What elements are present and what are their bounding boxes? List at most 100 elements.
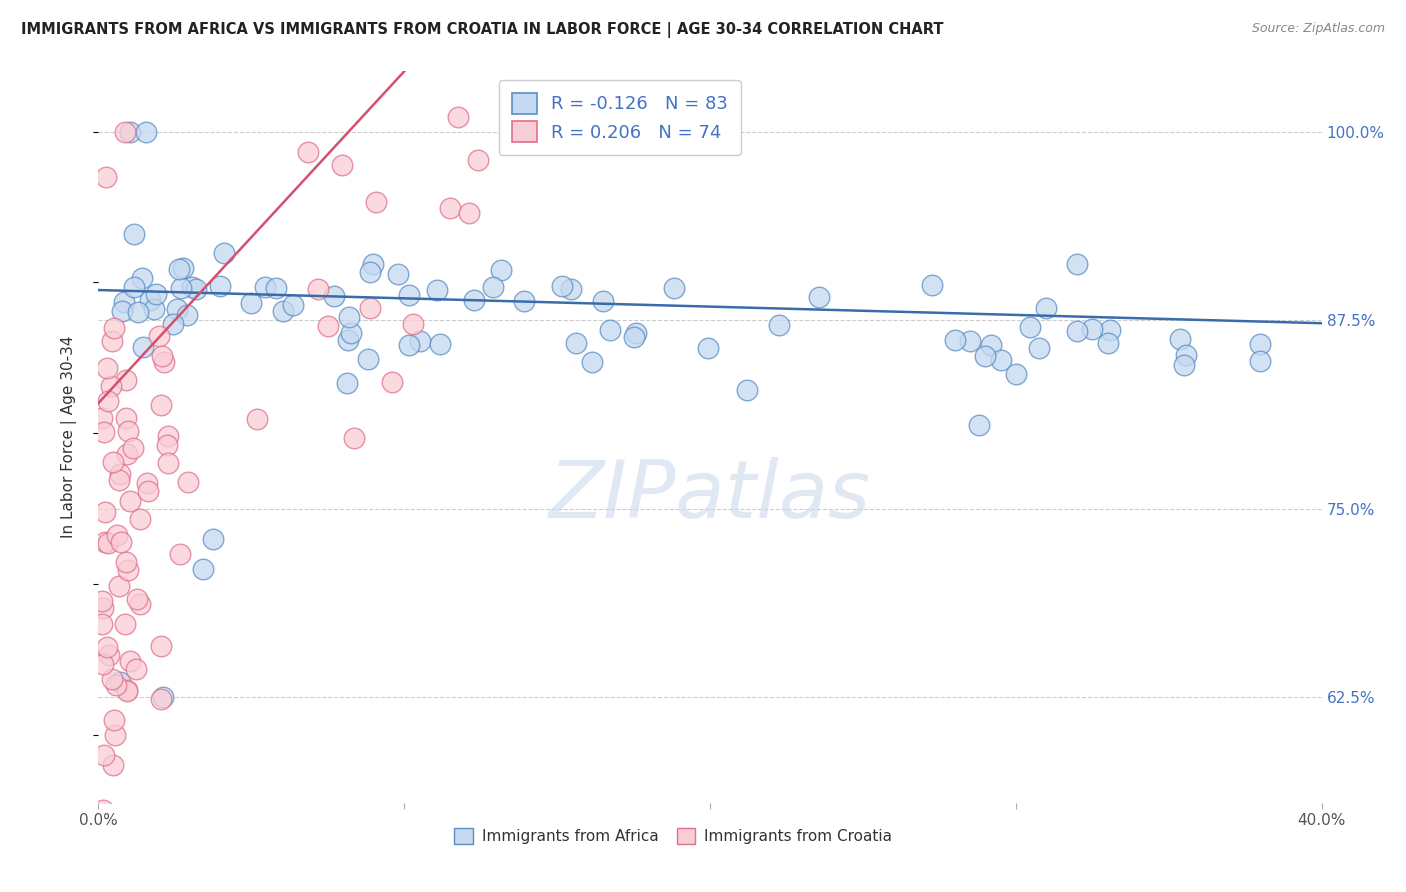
Point (115, 682, 138, 697)
Point (108, 467, 131, 481)
Point (201, 532, 224, 546)
Point (105, 528, 128, 542)
Point (387, 268, 409, 282)
Point (1066, 324, 1088, 338)
Point (118, 125, 141, 139)
Point (156, 437, 179, 451)
Point (959, 334, 981, 348)
Point (1249, 337, 1271, 351)
Point (323, 289, 346, 303)
Point (271, 304, 294, 318)
Point (118, 494, 141, 508)
Point (96, 361, 118, 376)
Point (967, 418, 990, 433)
Point (560, 282, 582, 296)
Point (139, 293, 162, 307)
Point (592, 293, 614, 308)
Point (115, 555, 138, 569)
Point (1175, 348, 1198, 362)
Point (581, 355, 603, 369)
Point (136, 483, 159, 498)
Point (599, 323, 621, 337)
Y-axis label: In Labor Force | Age 30-34: In Labor Force | Age 30-34 (60, 335, 77, 539)
Point (551, 279, 574, 293)
Point (122, 441, 145, 455)
Point (1035, 301, 1057, 315)
Point (1097, 336, 1119, 351)
Point (380, 375, 402, 389)
Point (364, 194, 387, 209)
Point (131, 340, 153, 354)
Point (108, 579, 131, 593)
Point (489, 263, 512, 277)
Point (426, 283, 449, 297)
Point (103, 758, 125, 772)
Point (148, 329, 170, 343)
Point (176, 308, 198, 322)
Point (91, 616, 114, 631)
Point (150, 639, 173, 653)
Point (114, 372, 136, 386)
Point (990, 353, 1012, 368)
Point (361, 257, 384, 271)
Point (97, 394, 120, 409)
Point (624, 326, 647, 340)
Point (94, 169, 117, 184)
Point (458, 206, 481, 220)
Point (980, 337, 1002, 351)
Point (1249, 354, 1271, 368)
Point (1099, 323, 1122, 337)
Point (103, 321, 125, 335)
Point (737, 383, 759, 397)
Point (100, 379, 122, 393)
Point (152, 349, 174, 363)
Point (401, 317, 423, 331)
Point (115, 683, 138, 698)
Point (447, 110, 470, 124)
Text: ZIPatlas: ZIPatlas (548, 457, 872, 534)
Point (103, 714, 125, 728)
Point (482, 280, 505, 294)
Point (1168, 332, 1191, 346)
Point (96, 640, 118, 655)
Point (142, 302, 165, 317)
Point (91, 657, 114, 672)
Point (463, 293, 485, 307)
Point (768, 318, 790, 332)
Point (398, 288, 420, 302)
Point (316, 319, 339, 334)
Point (807, 290, 830, 304)
Point (974, 349, 997, 363)
Point (129, 511, 152, 525)
Point (513, 293, 536, 308)
Point (1173, 358, 1195, 372)
Point (128, 597, 150, 611)
Point (124, 280, 146, 294)
Point (156, 456, 179, 470)
Point (1004, 367, 1026, 381)
Point (98, 648, 121, 662)
Point (120, 654, 142, 668)
Point (152, 690, 174, 705)
Point (136, 475, 159, 490)
Point (340, 326, 363, 340)
Point (135, 125, 157, 139)
Point (105, 678, 128, 692)
Point (93, 425, 115, 439)
Point (167, 262, 190, 277)
Point (356, 352, 378, 367)
Point (212, 246, 235, 260)
Point (1018, 320, 1040, 334)
Point (330, 158, 353, 172)
Point (115, 410, 138, 425)
Text: Source: ZipAtlas.com: Source: ZipAtlas.com (1251, 22, 1385, 36)
Point (1066, 257, 1088, 271)
Point (90, 410, 112, 425)
Point (336, 376, 359, 391)
Point (662, 281, 685, 295)
Point (100, 334, 122, 348)
Point (150, 691, 173, 706)
Point (297, 145, 319, 160)
Point (91, 600, 114, 615)
Point (117, 424, 139, 438)
